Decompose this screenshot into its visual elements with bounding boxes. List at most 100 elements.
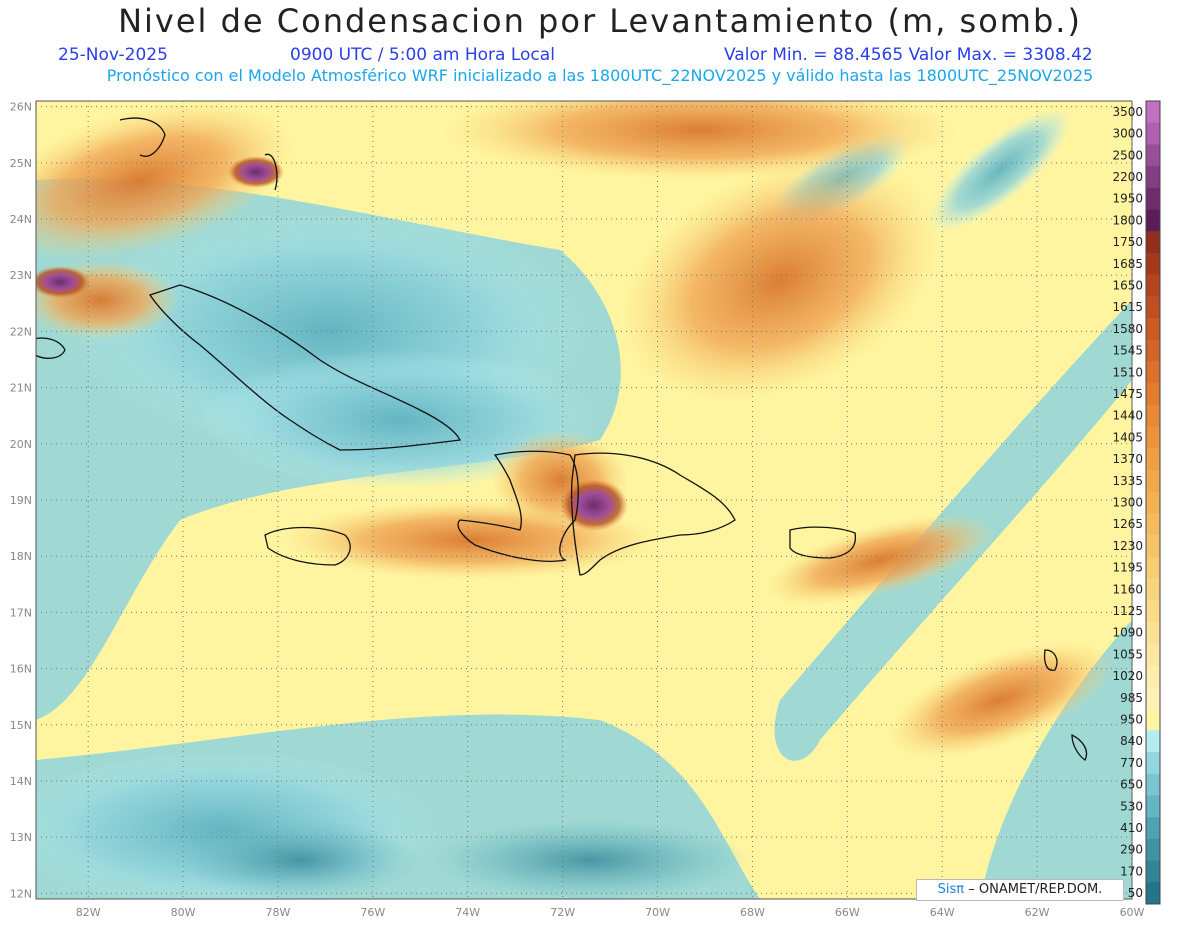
colorbar-swatch <box>1146 448 1160 471</box>
colorbar-swatch <box>1146 513 1160 536</box>
colorbar-label: 2200 <box>1112 170 1143 184</box>
lat-tick-label: 23N <box>10 269 32 282</box>
lon-tick-label: 60W <box>1120 906 1145 919</box>
colorbar-label: 2500 <box>1112 148 1143 162</box>
lcl-field <box>36 101 1132 899</box>
colorbar-label: 1300 <box>1112 496 1143 510</box>
lon-tick-label: 74W <box>455 906 480 919</box>
colorbar-label: 650 <box>1120 778 1143 792</box>
colorbar-swatch <box>1146 383 1160 406</box>
colorbar-swatch <box>1146 556 1160 579</box>
colorbar-swatch <box>1146 838 1160 862</box>
lon-tick-label: 66W <box>835 906 860 919</box>
colorbar-swatch <box>1146 578 1160 601</box>
colorbar: 3500 3000 2500 2200 1950 1800 1750 1685 1650 1615… <box>1112 100 1161 905</box>
lat-tick-label: 22N <box>10 325 32 338</box>
colorbar-label: 770 <box>1120 756 1143 770</box>
colorbar-label: 1950 <box>1112 192 1143 206</box>
colorbar-swatch <box>1146 686 1160 710</box>
colorbar-label: 1055 <box>1112 647 1143 661</box>
colorbar-label: 1230 <box>1112 539 1143 553</box>
credit-box: Sisπ – ONAMET/REP.DOM. <box>916 879 1124 901</box>
lat-tick-label: 16N <box>10 663 32 676</box>
lon-tick-label: 78W <box>266 906 291 919</box>
credit-org: – ONAMET/REP.DOM. <box>968 882 1103 897</box>
forecast-time: 0900 UTC / 5:00 am Hora Local <box>290 45 555 65</box>
colorbar-swatch <box>1146 860 1160 883</box>
colorbar-label: 1800 <box>1112 213 1143 227</box>
lat-tick-label: 18N <box>10 550 32 563</box>
lat-tick-label: 12N <box>10 887 32 900</box>
lon-tick-label: 70W <box>645 906 670 919</box>
colorbar-swatch <box>1146 122 1160 145</box>
colorbar-swatch <box>1146 621 1160 645</box>
axis-labels: 82W 80W 78W 76W 74W 72W 70W 68W 66W 64W 62W 60W 26N 2… <box>10 101 1145 919</box>
lon-tick-label: 62W <box>1025 906 1050 919</box>
lat-tick-label: 15N <box>10 719 32 732</box>
map-title: Nivel de Condensacion por Levantamiento … <box>118 2 1082 40</box>
coastlines <box>36 117 1088 761</box>
model-description: Pronóstico con el Modelo Atmosférico WRF… <box>106 66 1094 85</box>
colorbar-label: 1580 <box>1112 322 1143 336</box>
colorbar-label: 1370 <box>1112 452 1143 466</box>
graticule <box>36 101 1133 899</box>
colorbar-label: 530 <box>1120 799 1143 813</box>
colorbar-label: 1545 <box>1112 344 1143 358</box>
colorbar-swatch <box>1146 231 1160 254</box>
lon-tick-label: 80W <box>171 906 196 919</box>
colorbar-swatch <box>1146 274 1160 297</box>
colorbar-label: 1475 <box>1112 387 1143 401</box>
lat-tick-label: 14N <box>10 775 32 788</box>
colorbar-swatch <box>1146 643 1160 666</box>
colorbar-swatch <box>1146 166 1160 189</box>
colorbar-swatch <box>1146 752 1160 775</box>
colorbar-label: 290 <box>1120 843 1143 857</box>
sis-logo: Sisπ <box>937 882 965 897</box>
lat-tick-label: 24N <box>10 213 32 226</box>
colorbar-label: 170 <box>1120 864 1143 878</box>
colorbar-label: 3500 <box>1112 105 1143 119</box>
lat-tick-label: 25N <box>10 157 32 170</box>
colorbar-label: 950 <box>1120 713 1143 727</box>
colorbar-label: 50 <box>1128 886 1143 900</box>
colorbar-label: 1510 <box>1112 365 1143 379</box>
colorbar-swatch <box>1146 730 1160 753</box>
lat-tick-label: 21N <box>10 382 32 395</box>
lat-tick-label: 13N <box>10 831 32 844</box>
colorbar-swatch <box>1146 187 1160 211</box>
colorbar-label: 1615 <box>1112 300 1143 314</box>
colorbar-label: 410 <box>1120 821 1143 835</box>
colorbar-label: 1090 <box>1112 626 1143 640</box>
colorbar-swatch <box>1146 101 1160 124</box>
colorbar-label: 1265 <box>1112 517 1143 531</box>
colorbar-swatch <box>1146 535 1160 558</box>
colorbar-label: 1020 <box>1112 669 1143 683</box>
colorbar-frame <box>1145 100 1161 905</box>
colorbar-swatch <box>1146 404 1160 428</box>
colorbar-swatch <box>1146 318 1160 341</box>
colorbar-swatch <box>1146 426 1160 449</box>
colorbar-swatch <box>1146 469 1160 493</box>
colorbar-label: 1195 <box>1112 561 1143 575</box>
colorbar-label: 1160 <box>1112 582 1143 596</box>
colorbar-swatch <box>1146 665 1160 688</box>
colorbar-swatch <box>1146 339 1160 362</box>
colorbar-swatch <box>1146 795 1160 818</box>
colorbar-swatch <box>1146 296 1160 319</box>
lat-tick-label: 19N <box>10 494 32 507</box>
colorbar-swatch <box>1146 600 1160 623</box>
forecast-date: 25-Nov-2025 <box>58 45 168 65</box>
lon-tick-label: 68W <box>740 906 765 919</box>
colorbar-swatch <box>1146 144 1160 167</box>
colorbar-label: 1335 <box>1112 474 1143 488</box>
value-stats: Valor Min. = 88.4565 Valor Max. = 3308.4… <box>724 45 1093 65</box>
lon-tick-label: 64W <box>930 906 955 919</box>
lon-tick-label: 72W <box>550 906 575 919</box>
colorbar-label: 1405 <box>1112 430 1143 444</box>
colorbar-label: 1685 <box>1112 257 1143 271</box>
colorbar-swatch <box>1146 491 1160 514</box>
colorbar-swatch <box>1146 361 1160 384</box>
colorbar-swatch <box>1146 708 1160 731</box>
colorbar-swatch <box>1146 252 1160 276</box>
